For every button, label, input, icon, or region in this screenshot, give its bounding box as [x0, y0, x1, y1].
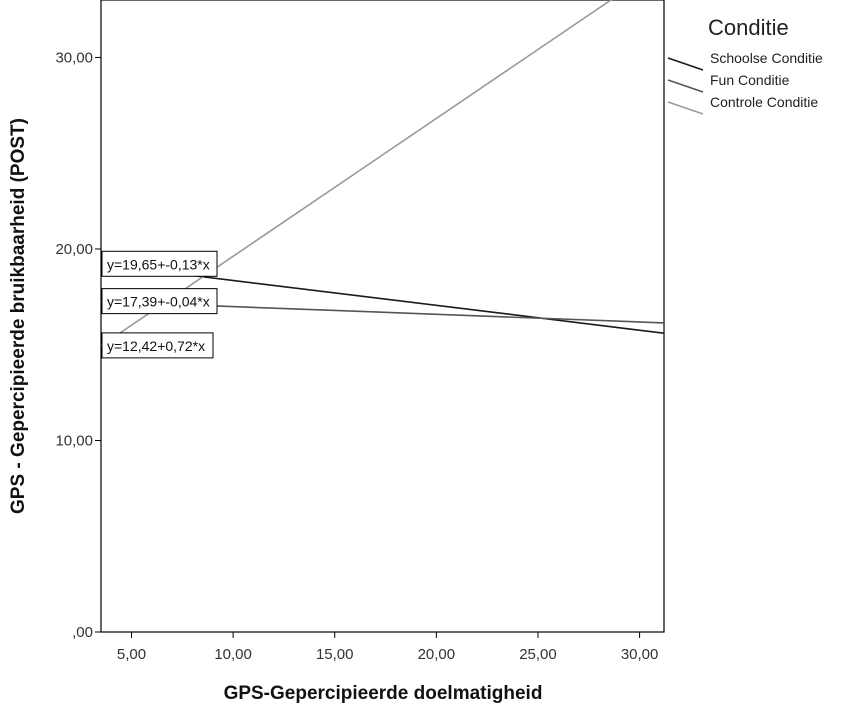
plot-area: [100, 0, 665, 633]
y-tick-label: 30,00: [55, 49, 93, 66]
equation-label: y=17,39+-0,04*x: [101, 288, 218, 315]
legend-swatch-1: [667, 57, 704, 71]
y-tick-label: ,00: [72, 624, 93, 641]
x-axis-title: GPS-Gepercipieerde doelmatigheid: [224, 683, 543, 704]
legend: Conditie Schoolse Conditie Fun Conditie Co…: [667, 15, 823, 115]
x-tick-label: 15,00: [316, 646, 354, 663]
legend-entry-2: Fun Conditie: [710, 72, 790, 88]
x-tick-label: 20,00: [418, 646, 456, 663]
legend-swatch-3: [667, 101, 704, 115]
equation-label-text: y=17,39+-0,04*x: [107, 294, 210, 310]
equation-label-text: y=19,65+-0,13*x: [107, 256, 210, 272]
legend-title: Conditie: [708, 15, 789, 40]
x-tick-label: 5,00: [117, 646, 146, 663]
y-axis-title: GPS - Gepercipieerde bruikbaarheid (POST…: [8, 118, 29, 514]
equation-label-box: [101, 250, 218, 277]
equation-label: y=19,65+-0,13*x: [101, 250, 218, 277]
x-tick-label: 25,00: [519, 646, 557, 663]
equation-label-text: y=12,42+0,72*x: [107, 338, 205, 354]
legend-swatch-2: [667, 79, 704, 93]
x-tick-label: 10,00: [214, 646, 252, 663]
legend-entry-1: Schoolse Conditie: [710, 50, 823, 66]
x-axis-ticks: 5,00 10,00 15,00 20,00 25,00 30,00: [117, 632, 658, 663]
equation-label: y=12,42+0,72*x: [101, 332, 214, 359]
y-tick-label: 10,00: [55, 432, 93, 449]
y-tick-label: 20,00: [55, 241, 93, 258]
equation-label-box: [101, 332, 214, 359]
x-tick-label: 30,00: [621, 646, 659, 663]
equation-label-box: [101, 288, 218, 315]
legend-entry-3: Controle Conditie: [710, 94, 818, 110]
series-line-3: [101, 0, 613, 347]
equation-labels: y=19,65+-0,13*x y=17,39+-0,04*x y=12,42+0,…: [101, 250, 218, 359]
y-axis-ticks: ,00 10,00 20,00 30,00: [55, 49, 101, 641]
